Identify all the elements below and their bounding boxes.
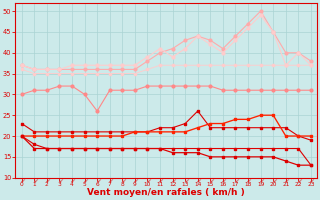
Text: ↓: ↓ <box>56 178 63 184</box>
Text: ↓: ↓ <box>182 178 188 184</box>
Text: ↓: ↓ <box>119 178 126 184</box>
Text: ↓: ↓ <box>245 178 252 184</box>
Text: ↓: ↓ <box>68 178 76 184</box>
Text: ↓: ↓ <box>308 178 314 184</box>
Text: ↓: ↓ <box>18 178 25 184</box>
Text: ↓: ↓ <box>194 178 201 184</box>
Text: ↓: ↓ <box>144 178 151 184</box>
Text: ↓: ↓ <box>106 178 113 184</box>
Text: ↓: ↓ <box>169 178 176 184</box>
Text: ↓: ↓ <box>31 178 38 184</box>
Text: ↓: ↓ <box>257 178 264 184</box>
Text: ↓: ↓ <box>270 178 276 184</box>
Text: ↓: ↓ <box>81 178 88 184</box>
Text: ↓: ↓ <box>157 178 164 184</box>
X-axis label: Vent moyen/en rafales ( km/h ): Vent moyen/en rafales ( km/h ) <box>87 188 245 197</box>
Text: ↓: ↓ <box>132 178 138 184</box>
Text: ↓: ↓ <box>220 178 226 184</box>
Text: ↓: ↓ <box>94 178 100 184</box>
Text: ↓: ↓ <box>207 178 214 184</box>
Text: ↓: ↓ <box>282 178 289 184</box>
Text: ↓: ↓ <box>44 178 50 184</box>
Text: ↓: ↓ <box>232 178 239 184</box>
Text: ↓: ↓ <box>295 178 302 184</box>
